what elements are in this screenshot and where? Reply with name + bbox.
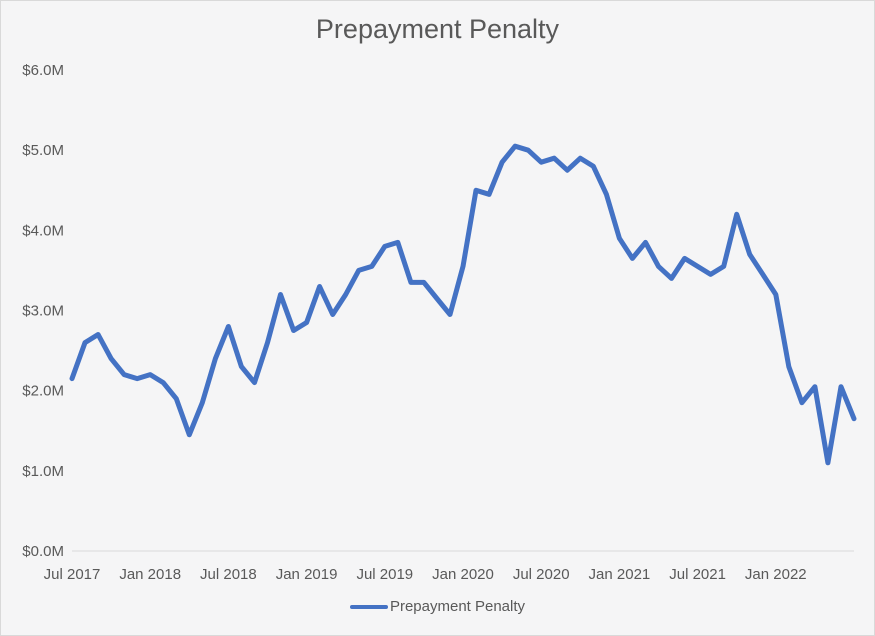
x-tick-label: Jul 2020 bbox=[513, 566, 570, 583]
legend-swatch bbox=[349, 604, 388, 609]
y-axis-labels: $0.0M $1.0M $2.0M $3.0M $4.0M $5.0M $6.0M bbox=[22, 62, 64, 560]
legend-label: Prepayment Penalty bbox=[389, 598, 526, 615]
x-axis-labels: Jul 2017 Jan 2018 Jul 2018 Jan 2019 Jul 2019… bbox=[44, 566, 807, 583]
x-tick-label: Jul 2021 bbox=[669, 566, 726, 583]
legend: Prepayment Penalty bbox=[0, 598, 875, 615]
x-tick-label: Jan 2019 bbox=[276, 566, 338, 583]
y-tick-label: $4.0M bbox=[22, 222, 64, 239]
y-tick-label: $5.0M bbox=[22, 142, 64, 159]
x-tick-label: Jul 2017 bbox=[44, 566, 101, 583]
y-tick-label: $1.0M bbox=[22, 463, 64, 480]
x-tick-label: Jul 2018 bbox=[200, 566, 257, 583]
x-tick-label: Jan 2022 bbox=[745, 566, 807, 583]
x-tick-label: Jan 2020 bbox=[432, 566, 494, 583]
series-line-prepayment-penalty bbox=[69, 143, 857, 466]
y-tick-label: $6.0M bbox=[22, 62, 64, 79]
chart-title: Prepayment Penalty bbox=[315, 14, 560, 44]
x-tick-label: Jan 2021 bbox=[589, 566, 651, 583]
x-tick-label: Jul 2019 bbox=[356, 566, 413, 583]
y-tick-label: $2.0M bbox=[22, 383, 64, 400]
x-tick-label: Jan 2018 bbox=[119, 566, 181, 583]
y-tick-label: $3.0M bbox=[22, 303, 64, 320]
y-tick-label: $0.0M bbox=[22, 543, 64, 560]
